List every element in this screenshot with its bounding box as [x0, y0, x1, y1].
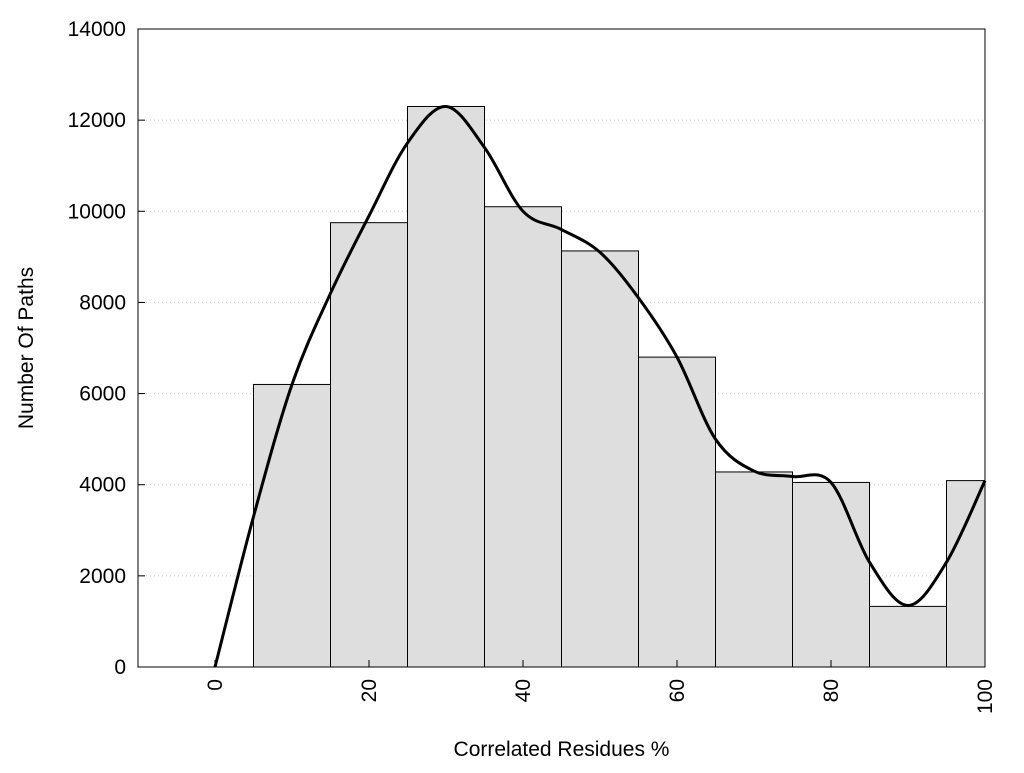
smooth-curve — [213, 104, 987, 668]
histogram-bar — [407, 105, 485, 668]
y-axis-title: Number Of Paths — [15, 267, 38, 429]
curve-layer — [213, 104, 987, 668]
x-tick-label: 100 — [974, 679, 997, 714]
y-tick-label: 0 — [114, 656, 126, 679]
x-tick-label: 0 — [204, 679, 227, 691]
x-axis-ticks: 0 20 40 60 80 100 — [204, 660, 997, 714]
histogram-bar — [561, 250, 639, 668]
histogram-bar — [792, 481, 870, 668]
x-axis-title: Correlated Residues % — [454, 738, 670, 761]
plot-frame — [137, 28, 986, 668]
x-tick-label: 80 — [820, 679, 843, 702]
histogram-bar — [253, 383, 331, 668]
y-tick-label: 8000 — [79, 291, 126, 314]
y-tick-label: 12000 — [68, 109, 126, 132]
y-tick-label: 4000 — [79, 474, 126, 497]
histogram-bar — [638, 356, 716, 668]
y-tick-label: 14000 — [68, 18, 126, 41]
histogram-bar — [715, 471, 793, 668]
y-tick-label: 6000 — [79, 383, 126, 406]
x-tick-label: 60 — [666, 679, 689, 702]
histogram-bar — [330, 222, 408, 668]
histogram-bar — [869, 605, 947, 668]
histogram-bar — [946, 480, 986, 668]
y-tick-label: 10000 — [68, 200, 126, 223]
bar-layer — [253, 105, 986, 668]
y-tick-label: 2000 — [79, 565, 126, 588]
y-axis-ticks: 0 2000 4000 6000 8000 10000 12000 14000 — [68, 18, 145, 679]
x-tick-label: 20 — [358, 679, 381, 702]
x-tick-label: 40 — [512, 679, 535, 702]
histogram-bar — [484, 206, 562, 668]
